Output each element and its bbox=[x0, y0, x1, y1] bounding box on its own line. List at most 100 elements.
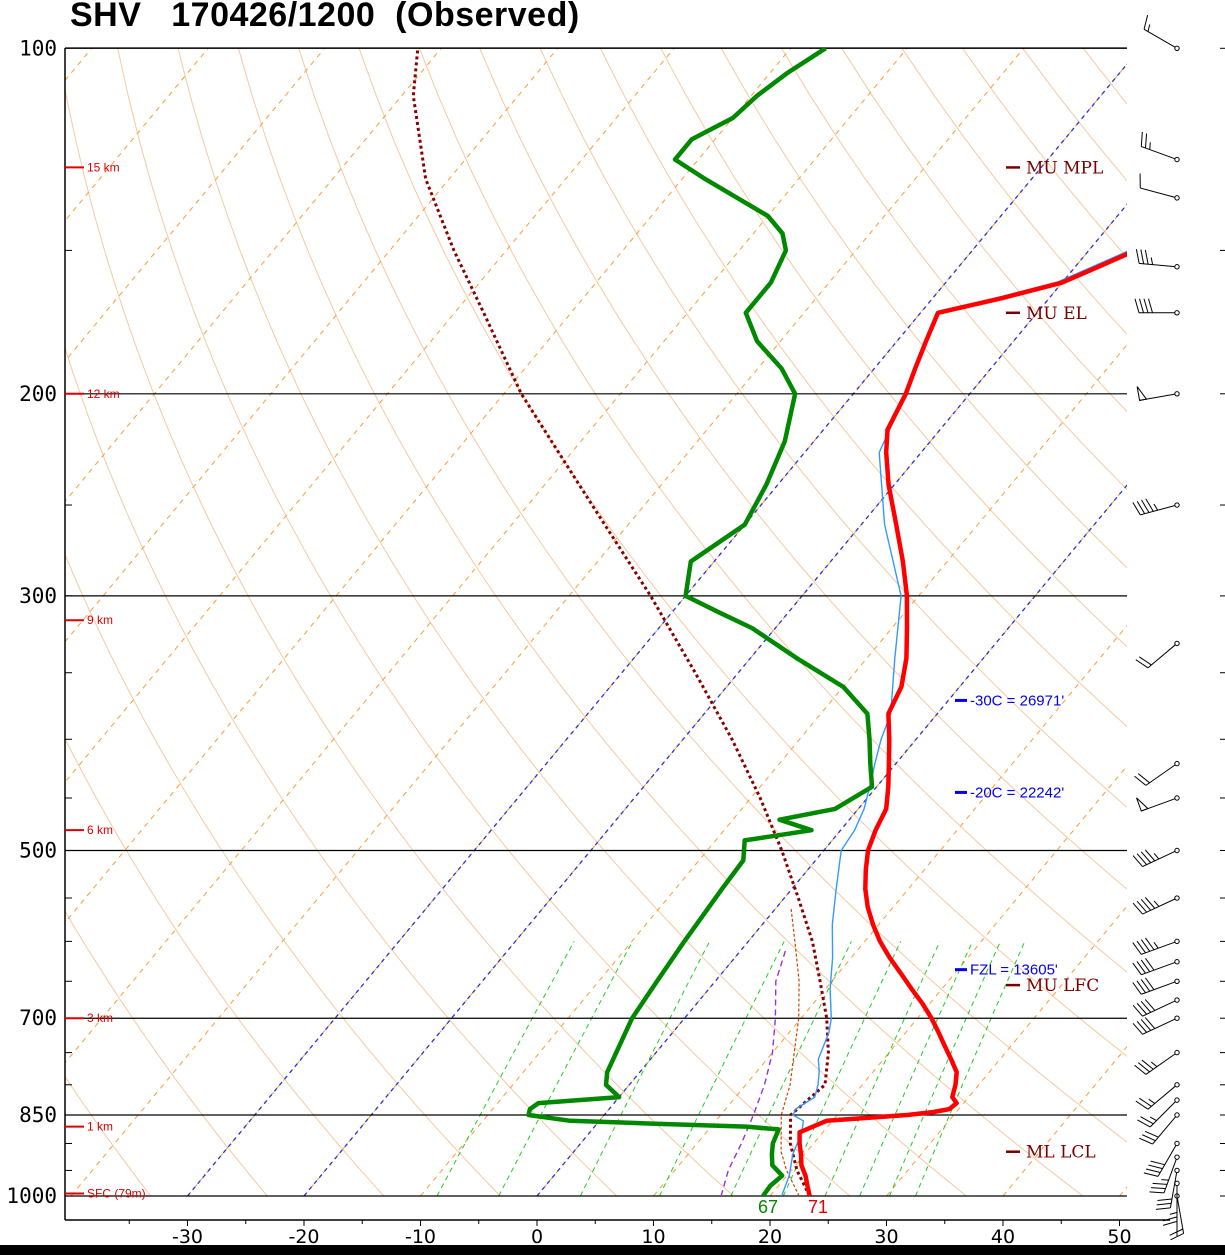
dry-adiabat bbox=[539, 48, 1127, 808]
barb-full bbox=[1135, 249, 1140, 264]
barb-shaft bbox=[1176, 1197, 1185, 1234]
bottom-bar bbox=[0, 1245, 1225, 1255]
barb-full bbox=[1140, 249, 1145, 264]
barb-full bbox=[1132, 942, 1142, 955]
temperature-tick-label: 30 bbox=[874, 1226, 898, 1245]
barb-full bbox=[1132, 855, 1143, 867]
isotherm bbox=[65, 48, 675, 783]
barb-flag bbox=[1136, 797, 1149, 812]
barb-shaft bbox=[1152, 1116, 1177, 1145]
barb-half bbox=[1161, 1179, 1169, 1181]
pressure-tick-label: 100 bbox=[19, 36, 57, 60]
wind-barb bbox=[1143, 1140, 1180, 1177]
barb-full bbox=[1132, 982, 1142, 995]
temperature-tick-label: -30 bbox=[172, 1226, 203, 1245]
barb-full bbox=[1132, 902, 1143, 915]
surface-dewpoint-label: 67 bbox=[758, 1197, 778, 1217]
barb-shaft bbox=[1145, 764, 1176, 786]
isotherm bbox=[70, 48, 1024, 1196]
wind-barb bbox=[1132, 895, 1180, 915]
background-lines bbox=[65, 48, 1127, 1196]
parcel-level-label: ML LCL bbox=[1026, 1143, 1096, 1163]
wind-barb bbox=[1132, 977, 1180, 995]
barb-full bbox=[1136, 1021, 1148, 1033]
mixing-ratio-line bbox=[824, 941, 941, 1196]
barb-shaft bbox=[1141, 146, 1176, 160]
barb-full bbox=[1140, 1019, 1152, 1031]
barb-full bbox=[1144, 999, 1156, 1011]
isotherm bbox=[65, 48, 442, 503]
barb-full bbox=[1140, 1001, 1152, 1013]
barb-full bbox=[1143, 298, 1149, 313]
barb-full bbox=[1157, 1198, 1173, 1201]
chart-title: SHV 170426/1200 (Observed) bbox=[70, 0, 580, 34]
isotherm bbox=[536, 484, 1127, 1196]
isotherm bbox=[65, 48, 908, 1064]
barb-shaft bbox=[1169, 1172, 1178, 1208]
barb-full bbox=[1169, 1228, 1184, 1236]
wind-barb bbox=[1134, 298, 1180, 316]
wind-barb bbox=[1135, 249, 1180, 270]
barb-full bbox=[1140, 979, 1151, 992]
barb-full bbox=[1141, 499, 1150, 513]
dry-adiabat bbox=[237, 48, 1084, 1196]
wind-barb bbox=[1155, 1167, 1180, 1210]
height-label: 3 km bbox=[87, 1011, 113, 1025]
isotherm bbox=[65, 48, 791, 924]
freezing-level-label: -20C = 22242' bbox=[970, 784, 1064, 801]
parcel-level-label: MU LFC bbox=[1026, 976, 1099, 996]
barb-half bbox=[1153, 853, 1160, 860]
barb-full bbox=[1136, 853, 1148, 865]
wind-barb bbox=[1139, 173, 1180, 201]
barb-station-circle bbox=[1174, 264, 1180, 270]
barb-full bbox=[1148, 1164, 1163, 1170]
height-label: SFC (79m) bbox=[87, 1187, 146, 1201]
barb-station-circle bbox=[1174, 795, 1180, 801]
barb-full bbox=[1148, 298, 1153, 313]
barb-full bbox=[1140, 959, 1151, 972]
wind-barb bbox=[1162, 1180, 1180, 1226]
barb-station-circle bbox=[1174, 978, 1180, 984]
dry-adiabat bbox=[599, 48, 1127, 728]
wind-barb bbox=[1132, 498, 1180, 516]
temperature-tick-label: 20 bbox=[758, 1226, 782, 1245]
wind-barb bbox=[1136, 386, 1180, 401]
pressure-tick-label: 300 bbox=[19, 584, 57, 608]
barb-full bbox=[1140, 898, 1152, 911]
barb-full bbox=[1145, 958, 1155, 971]
mixing-ratio-line bbox=[436, 941, 575, 1196]
barb-full bbox=[1144, 1130, 1159, 1138]
dry-adiabat bbox=[781, 48, 1127, 491]
barb-full bbox=[1137, 1119, 1151, 1128]
barb-station-circle bbox=[1174, 1049, 1180, 1056]
barb-full bbox=[1136, 1002, 1148, 1015]
barb-full bbox=[1141, 1059, 1154, 1070]
barb-full bbox=[1162, 1220, 1178, 1226]
dry-adiabat bbox=[298, 48, 1127, 1143]
wind-barb bbox=[1132, 997, 1180, 1017]
barb-full bbox=[1144, 249, 1149, 265]
barb-full bbox=[1136, 961, 1146, 974]
wind-barb bbox=[1143, 15, 1180, 51]
freezing-level-label: FZL = 13605' bbox=[970, 962, 1058, 979]
dewpoint-line bbox=[526, 48, 875, 1196]
downdraft-parcel-line bbox=[720, 949, 787, 1196]
barb-full bbox=[1136, 940, 1146, 954]
barb-full bbox=[1140, 131, 1143, 147]
barb-half bbox=[1149, 1116, 1157, 1122]
barb-full bbox=[1134, 1064, 1147, 1075]
barb-full bbox=[1140, 1116, 1154, 1125]
dry-adiabat bbox=[720, 48, 1127, 569]
wind-barb bbox=[1139, 1112, 1180, 1145]
barb-full bbox=[1152, 1182, 1168, 1185]
axes: 100 200 300 500 700 850 1000 -30 -20 -10 0 10 20 30 40… bbox=[6, 36, 1225, 1245]
wind-barb bbox=[1132, 847, 1180, 868]
barb-half bbox=[1148, 1098, 1156, 1104]
dry-adiabat bbox=[901, 48, 1127, 336]
pressure-tick-label: 200 bbox=[19, 382, 57, 406]
barb-full bbox=[1145, 977, 1155, 990]
barb-full bbox=[1139, 298, 1144, 313]
dry-adiabat bbox=[65, 737, 385, 1196]
barb-station-circle bbox=[1174, 45, 1180, 51]
